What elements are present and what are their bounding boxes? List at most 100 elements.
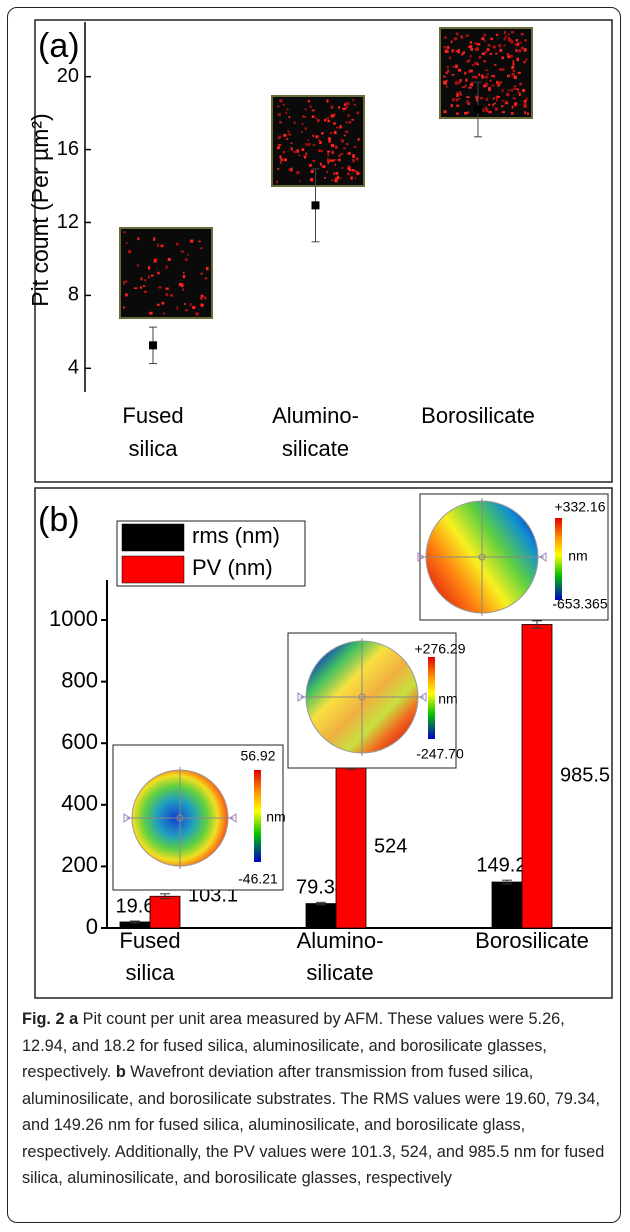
afm-speckle: [344, 103, 346, 106]
afm-speckle: [128, 250, 131, 253]
y-tick-label: 0: [86, 914, 98, 939]
afm-speckle: [356, 172, 359, 175]
afm-speckle: [512, 106, 514, 109]
afm-speckle: [313, 144, 316, 146]
afm-speckle: [487, 73, 489, 75]
afm-speckle: [476, 48, 479, 51]
afm-speckle: [338, 106, 340, 108]
afm-speckle: [518, 49, 521, 52]
afm-speckle: [161, 302, 164, 305]
afm-speckle: [491, 38, 493, 40]
afm-speckle: [506, 53, 509, 55]
afm-speckle: [313, 134, 315, 137]
afm-speckle: [158, 286, 161, 288]
afm-speckle: [346, 121, 348, 123]
afm-speckle: [124, 281, 127, 283]
caption-text: Wavefront deviation after transmission f…: [22, 1063, 604, 1187]
afm-speckle: [469, 45, 472, 48]
afm-speckle: [190, 240, 193, 243]
afm-speckle: [277, 168, 279, 170]
afm-speckle: [308, 100, 310, 102]
afm-speckle: [327, 120, 330, 122]
afm-speckle: [296, 149, 299, 152]
afm-speckle: [502, 111, 505, 113]
afm-speckle: [475, 76, 477, 78]
afm-speckle: [347, 153, 350, 155]
y-tick-label: 8: [68, 284, 79, 306]
afm-speckle: [200, 304, 203, 307]
caption-figure: Fig. 2: [22, 1010, 65, 1028]
afm-speckle: [304, 156, 306, 158]
afm-speckle: [488, 89, 491, 91]
afm-speckle: [348, 121, 351, 123]
afm-speckle: [309, 164, 312, 167]
x-tick-label: Borosilicate: [421, 403, 535, 428]
afm-speckle: [513, 97, 516, 99]
afm-speckle: [357, 112, 360, 115]
afm-speckle: [338, 155, 341, 157]
afm-speckle: [456, 94, 459, 97]
afm-speckle: [486, 109, 489, 112]
afm-speckle: [508, 34, 510, 36]
afm-speckle: [324, 119, 326, 122]
afm-speckle: [331, 144, 334, 147]
afm-speckle: [455, 65, 458, 68]
data-label: 19.6: [116, 895, 155, 917]
afm-speckle: [347, 115, 350, 117]
afm-speckle: [331, 159, 334, 161]
afm-speckle: [161, 245, 164, 248]
afm-speckle: [458, 98, 460, 100]
afm-speckle: [477, 43, 480, 45]
afm-speckle: [157, 304, 160, 306]
afm-speckle: [446, 50, 449, 53]
y-tick-label: 400: [61, 791, 98, 816]
afm-speckle: [166, 266, 168, 269]
afm-speckle: [284, 158, 287, 161]
y-tick-label: 1000: [49, 606, 98, 631]
afm-speckle: [471, 82, 474, 84]
afm-speckle: [521, 33, 524, 35]
afm-speckle: [524, 39, 527, 41]
afm-speckle: [494, 103, 496, 105]
afm-speckle: [290, 168, 292, 171]
afm-speckle: [347, 168, 350, 170]
bar: [522, 625, 552, 928]
afm-speckle: [317, 119, 320, 122]
afm-speckle: [500, 49, 503, 52]
afm-speckle: [458, 82, 460, 84]
afm-speckle: [327, 117, 330, 119]
y-tick-label: 20: [57, 65, 79, 87]
afm-speckle: [334, 179, 337, 182]
afm-speckle: [501, 68, 504, 71]
afm-speckle: [282, 104, 285, 106]
afm-speckle: [354, 104, 356, 106]
afm-speckle: [456, 33, 459, 35]
afm-speckle: [198, 241, 200, 243]
y-tick-label: 200: [61, 852, 98, 877]
colorbar-max: +332.16: [555, 499, 606, 515]
afm-speckle: [328, 137, 331, 140]
afm-speckle: [502, 56, 504, 59]
afm-speckle: [496, 81, 498, 84]
afm-speckle: [183, 272, 185, 274]
afm-speckle: [200, 297, 202, 300]
afm-speckle: [340, 153, 343, 155]
afm-speckle: [524, 61, 526, 64]
afm-speckle: [472, 64, 474, 66]
afm-speckle: [516, 89, 519, 91]
afm-speckle: [280, 159, 283, 161]
afm-speckle: [123, 307, 125, 309]
afm-speckle: [338, 159, 341, 162]
afm-speckle: [451, 49, 454, 51]
afm-speckle: [520, 42, 522, 44]
afm-speckle: [478, 73, 480, 75]
afm-speckle: [468, 102, 470, 105]
afm-speckle: [137, 264, 139, 266]
afm-speckle: [328, 140, 331, 142]
figure: (a) (b) Pit count (Per µm²) 48121620Fuse…: [0, 0, 630, 1000]
afm-speckle: [299, 181, 301, 183]
afm-speckle: [181, 251, 184, 253]
afm-speckle: [358, 138, 360, 141]
afm-speckle: [491, 75, 494, 77]
afm-speckle: [352, 169, 355, 171]
